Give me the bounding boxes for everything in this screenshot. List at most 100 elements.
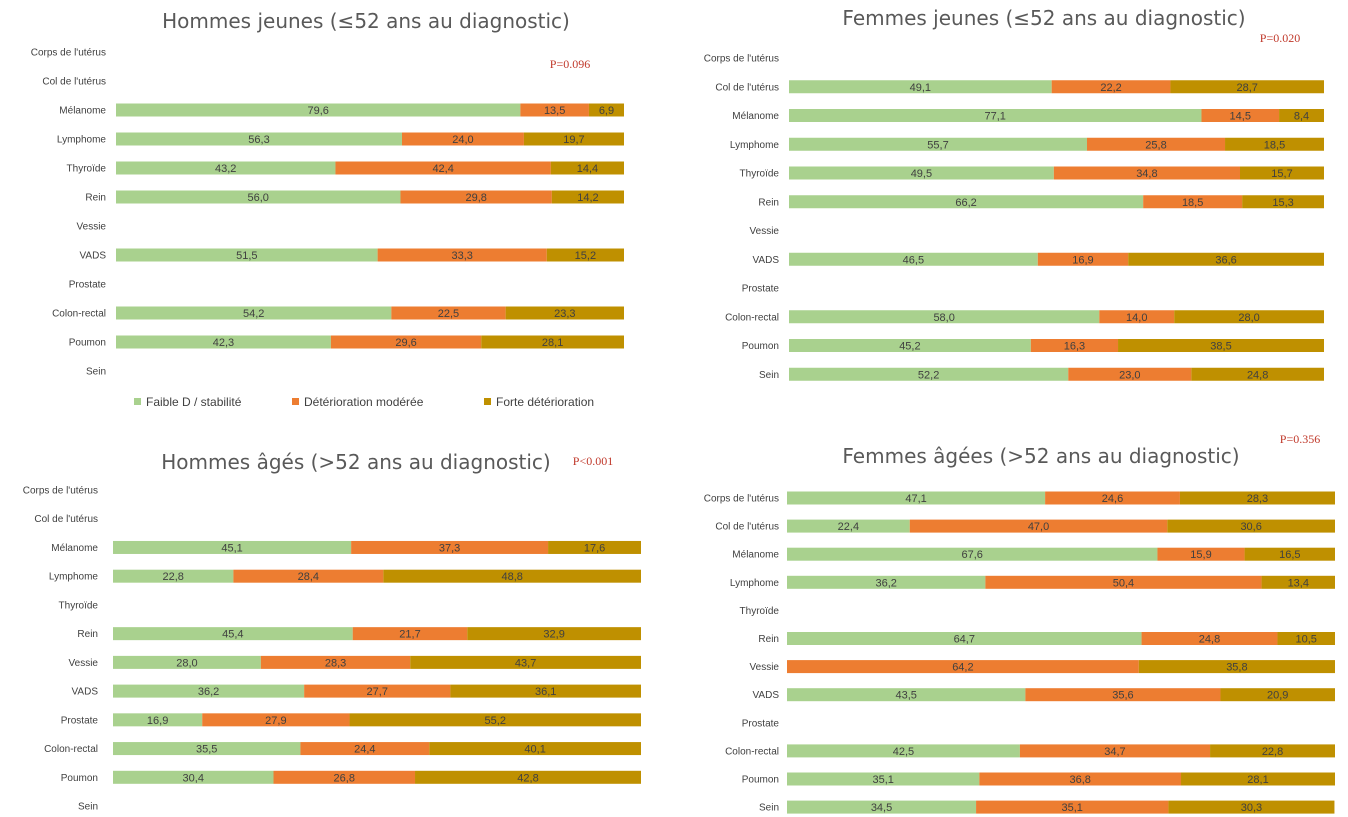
data-label: 30,6 xyxy=(1240,521,1261,533)
category-label: Prostate xyxy=(742,284,780,295)
bar-segment xyxy=(787,632,1142,645)
data-label: 55,7 xyxy=(927,139,948,151)
bar-segment xyxy=(976,800,1169,814)
bar-segment xyxy=(789,137,1087,151)
data-label: 34,7 xyxy=(1104,746,1125,758)
data-label: 66,2 xyxy=(955,197,976,209)
bar-segment xyxy=(116,306,392,320)
bar-segment xyxy=(520,103,589,117)
data-label: 30,4 xyxy=(183,772,204,784)
data-label: 28,1 xyxy=(542,337,563,349)
bar-segment xyxy=(979,772,1182,786)
data-label: 28,3 xyxy=(1247,493,1268,505)
bar-segment xyxy=(1210,744,1335,758)
category-label: Vessie xyxy=(77,222,107,233)
data-label: 24,6 xyxy=(1102,493,1123,505)
bar-segment xyxy=(113,569,234,583)
category-label: Sein xyxy=(759,803,779,814)
data-label: 56,3 xyxy=(248,134,269,146)
data-label: 58,0 xyxy=(933,312,954,324)
bar-segment xyxy=(787,575,986,589)
category-label: Prostate xyxy=(69,280,107,291)
bar-segment xyxy=(546,248,624,262)
bar-segment xyxy=(1128,252,1324,266)
category-label: Rein xyxy=(758,634,779,645)
data-label: 16,9 xyxy=(147,715,168,727)
bar-segment xyxy=(113,742,301,756)
bar-segment xyxy=(1174,310,1324,324)
category-label: Lymphome xyxy=(730,578,780,589)
bar-segment xyxy=(1168,800,1335,814)
data-label: 29,6 xyxy=(395,337,416,349)
bar-segment xyxy=(787,688,1026,702)
data-label: 14,5 xyxy=(1230,111,1251,123)
bar-segment xyxy=(1170,80,1324,94)
bar-segment xyxy=(789,252,1038,266)
category-label: Corps de l'utérus xyxy=(704,54,779,65)
data-label: 22,4 xyxy=(838,521,859,533)
bar-segment xyxy=(909,519,1168,533)
data-label: 13,5 xyxy=(544,105,565,117)
bar-segment xyxy=(1261,575,1335,589)
bar-segment xyxy=(505,306,624,320)
data-label: 47,1 xyxy=(905,493,926,505)
data-label: 46,5 xyxy=(903,254,924,266)
data-label: 45,2 xyxy=(899,341,920,353)
bar-segment xyxy=(1068,367,1192,381)
bar-segment xyxy=(233,569,384,583)
data-label: 24,4 xyxy=(354,744,375,756)
data-label: 36,1 xyxy=(535,686,556,698)
bar-segment xyxy=(415,770,641,784)
data-label: 56,0 xyxy=(248,192,269,204)
data-label: 23,0 xyxy=(1119,369,1140,381)
legend: Faible D / stabilité Détérioration modéré… xyxy=(134,395,594,409)
data-label: 37,3 xyxy=(439,542,460,554)
data-label: 64,2 xyxy=(952,662,973,674)
data-label: 28,7 xyxy=(1237,82,1258,94)
data-label: 26,8 xyxy=(334,772,355,784)
bar-segment xyxy=(1181,772,1335,786)
bar-segment xyxy=(787,660,1139,674)
bar-segment xyxy=(1244,547,1335,561)
bar-segment xyxy=(481,335,624,349)
p-value: P<0.001 xyxy=(573,454,613,468)
data-label: 34,5 xyxy=(871,802,892,814)
category-label: Mélanome xyxy=(59,106,106,117)
data-label: 36,6 xyxy=(1215,254,1236,266)
bar-segment xyxy=(1019,744,1211,758)
category-label: Mélanome xyxy=(732,111,779,122)
category-label: Lymphome xyxy=(57,135,107,146)
data-label: 30,3 xyxy=(1241,802,1262,814)
bar-segment xyxy=(1242,195,1324,209)
data-label: 15,9 xyxy=(1190,549,1211,561)
bar-segment xyxy=(383,569,641,583)
bar-segment xyxy=(550,161,624,175)
chart-title: Femmes jeunes (≤52 ans au diagnostic) xyxy=(842,6,1245,30)
chart-femmes-jeunes: Femmes jeunes (≤52 ans au diagnostic) P=0… xyxy=(704,6,1324,381)
bar-segment xyxy=(1053,166,1241,180)
category-label: Colon-rectal xyxy=(725,312,779,323)
data-label: 50,4 xyxy=(1113,577,1134,589)
data-label: 49,1 xyxy=(910,82,931,94)
bar-segment xyxy=(400,190,552,204)
bar-segment xyxy=(1225,137,1324,151)
legend-swatch xyxy=(484,398,491,405)
bar-segment xyxy=(787,800,977,814)
category-label: Vessie xyxy=(69,658,99,669)
chart-title: Femmes âgées (>52 ans au diagnostic) xyxy=(842,444,1239,468)
bar-segment xyxy=(787,772,980,786)
bar-segment xyxy=(202,713,350,727)
legend-label: Faible D / stabilité xyxy=(146,395,242,409)
bar-segment xyxy=(588,103,624,117)
bar-segment xyxy=(116,103,521,117)
bar-segment xyxy=(789,166,1054,180)
category-label: Thyroïde xyxy=(67,164,107,175)
data-label: 18,5 xyxy=(1264,139,1285,151)
category-label: Thyroïde xyxy=(740,169,780,180)
bar-segment xyxy=(1099,310,1175,324)
bar-segment xyxy=(113,627,353,641)
bar-segment xyxy=(335,161,551,175)
category-label: Corps de l'utérus xyxy=(704,494,779,505)
bar-segment xyxy=(1179,491,1335,505)
data-label: 22,5 xyxy=(438,308,459,320)
